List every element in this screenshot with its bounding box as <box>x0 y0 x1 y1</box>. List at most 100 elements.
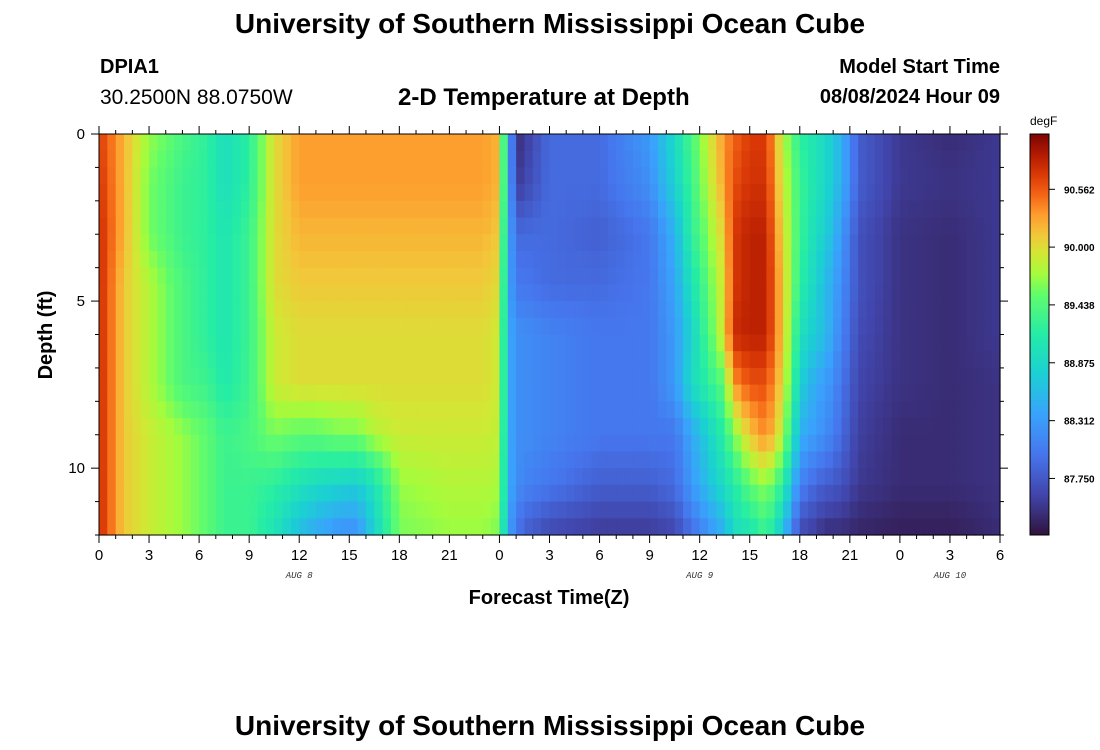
heatmap-cell <box>657 317 667 336</box>
heatmap-cell <box>516 317 526 336</box>
heatmap-cell <box>883 501 893 519</box>
heatmap-cell <box>315 217 325 235</box>
heatmap-cell <box>240 150 250 169</box>
heatmap-cell <box>649 518 659 536</box>
heatmap-cell <box>132 317 142 336</box>
heatmap-cell <box>666 401 676 419</box>
heatmap-cell <box>708 334 717 352</box>
heatmap-cell <box>941 384 951 402</box>
heatmap-cell <box>340 501 350 519</box>
heatmap-cell <box>265 518 275 536</box>
x-tick-label: 12 <box>691 547 708 564</box>
heatmap-cell <box>390 418 400 436</box>
heatmap-cell <box>149 234 158 252</box>
heatmap-cell <box>282 451 292 469</box>
heatmap-cell <box>899 334 909 352</box>
heatmap-cell <box>916 451 926 469</box>
heatmap-cell <box>315 134 325 152</box>
heatmap-cell <box>816 384 826 402</box>
heatmap-cell <box>974 418 984 436</box>
heatmap-cell <box>207 518 217 536</box>
heatmap-cell <box>974 234 984 252</box>
heatmap-cell <box>132 351 142 369</box>
heatmap-cell <box>791 351 801 369</box>
heatmap-cell <box>949 217 959 235</box>
heatmap-cell <box>240 167 250 185</box>
heatmap-cell <box>199 134 209 152</box>
heatmap-cell <box>299 167 309 185</box>
heatmap-cell <box>140 267 150 285</box>
heatmap-cell <box>240 317 250 336</box>
heatmap-cell <box>357 134 367 152</box>
heatmap-cell <box>199 334 209 352</box>
heatmap-cell <box>340 367 350 386</box>
heatmap-cell <box>791 451 801 469</box>
heatmap-cell <box>516 367 526 386</box>
heatmap-cell <box>524 518 534 536</box>
heatmap-cell <box>274 501 284 519</box>
heatmap-cell <box>257 351 267 369</box>
heatmap-cell <box>149 200 158 219</box>
heatmap-cell <box>332 484 342 503</box>
station-id: DPIA1 <box>100 56 159 78</box>
heatmap-cell <box>390 150 400 169</box>
x-tick-label: 0 <box>95 547 103 564</box>
heatmap-cell <box>641 468 651 486</box>
heatmap-cell <box>949 284 959 302</box>
heatmap-cell <box>441 384 450 402</box>
heatmap-cell <box>374 351 384 369</box>
heatmap-cell <box>449 434 459 453</box>
heatmap-cell <box>349 301 359 319</box>
heatmap-cell <box>582 167 592 185</box>
heatmap-cell <box>682 301 692 319</box>
heatmap-cell <box>641 184 651 202</box>
heatmap-cell <box>491 134 501 152</box>
heatmap-cell <box>858 367 868 386</box>
heatmap-cell <box>708 484 717 503</box>
heatmap-cell <box>382 134 392 152</box>
heatmap-cell <box>416 184 425 202</box>
heatmap-cell <box>190 200 200 219</box>
heatmap-cell <box>858 451 868 469</box>
heatmap-cell <box>199 150 209 169</box>
heatmap-cell <box>349 284 359 302</box>
heatmap-cell <box>691 468 701 486</box>
heatmap-cell <box>958 234 968 252</box>
heatmap-cell <box>591 334 601 352</box>
heatmap-cell <box>958 184 968 202</box>
heatmap-cell <box>749 501 759 519</box>
heatmap-cell <box>282 501 292 519</box>
heatmap-cell <box>783 468 793 486</box>
heatmap-cell <box>724 284 734 302</box>
heatmap-cell <box>716 334 726 352</box>
heatmap-cell <box>249 334 259 352</box>
heatmap-cell <box>791 200 801 219</box>
heatmap-cell <box>783 451 793 469</box>
heatmap-cell <box>933 468 943 486</box>
heatmap-cell <box>949 468 959 486</box>
heatmap-cell <box>507 351 517 369</box>
heatmap-cell <box>983 518 993 536</box>
heatmap-cell <box>691 217 701 235</box>
heatmap-cell <box>883 234 893 252</box>
heatmap-cell <box>407 468 417 486</box>
heatmap-cell <box>199 501 209 519</box>
heatmap-cell <box>215 250 225 269</box>
heatmap-cell <box>958 384 968 402</box>
heatmap-cell <box>574 200 584 219</box>
heatmap-cell <box>482 134 492 152</box>
heatmap-cell <box>315 167 325 185</box>
heatmap-cell <box>524 284 534 302</box>
heatmap-cell <box>949 334 959 352</box>
heatmap-cell <box>708 367 717 386</box>
heatmap-cell <box>557 301 567 319</box>
heatmap-cell <box>157 468 167 486</box>
heatmap-cell <box>582 267 592 285</box>
heatmap-cell <box>607 184 617 202</box>
heatmap-cell <box>324 434 334 453</box>
colorbar-tick-label: 88.312 <box>1064 417 1095 428</box>
heatmap-cell <box>340 418 350 436</box>
heatmap-cell <box>132 384 142 402</box>
heatmap-cell <box>691 434 701 453</box>
heatmap-cell <box>699 267 709 285</box>
